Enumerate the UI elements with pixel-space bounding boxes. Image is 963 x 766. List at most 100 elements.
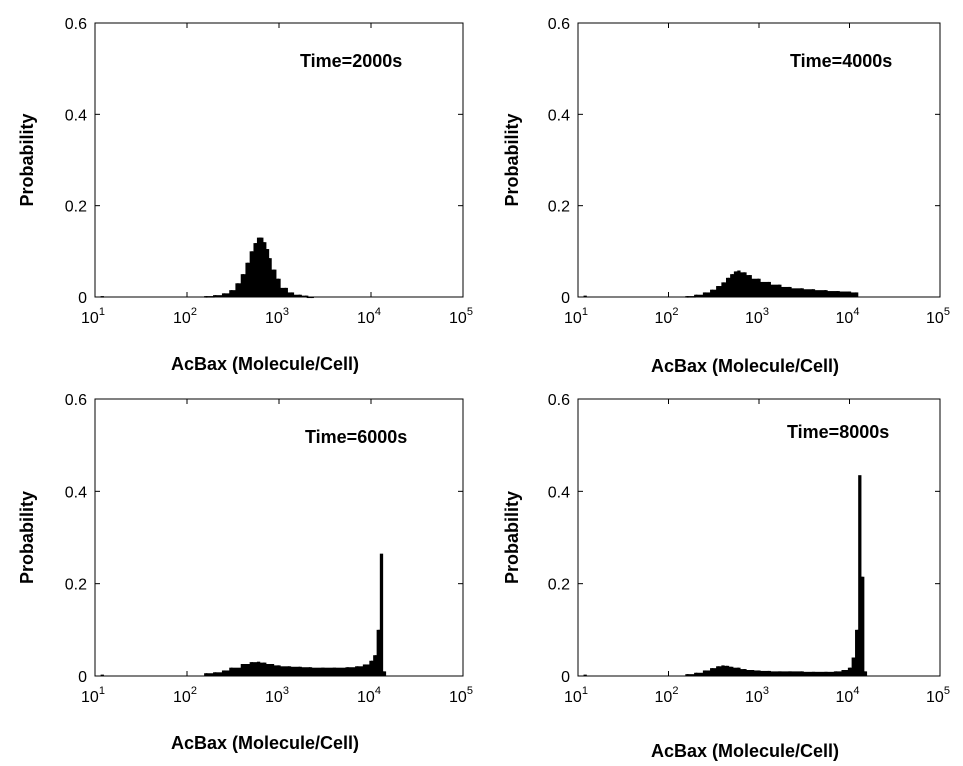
histogram-fill bbox=[759, 281, 770, 297]
x-tick-label: 103 bbox=[745, 685, 769, 706]
histogram-bar bbox=[305, 295, 309, 298]
y-tick-label: 0 bbox=[561, 290, 570, 307]
histogram-fill bbox=[727, 277, 732, 297]
histogram-fill bbox=[826, 291, 839, 297]
histogram-fill bbox=[371, 660, 375, 676]
histogram-fill bbox=[378, 629, 382, 676]
x-tick-label: 102 bbox=[655, 685, 679, 706]
histogram-fill bbox=[310, 667, 323, 676]
histogram-fill bbox=[862, 671, 866, 676]
histogram-fill bbox=[813, 671, 827, 676]
histogram-bar bbox=[858, 475, 862, 676]
histogram-fill bbox=[838, 291, 850, 297]
y-tick-label: 0 bbox=[78, 669, 87, 686]
x-tick-label: 103 bbox=[265, 685, 289, 706]
x-tick-label: 104 bbox=[357, 685, 381, 706]
histogram-fill bbox=[843, 670, 850, 676]
chart-panel-2: 0 0.2 0.4 0.6 101 102 103 104 105 Time=4000s AcBax… bbox=[502, 16, 950, 376]
histogram-fill bbox=[752, 670, 759, 676]
histogram-fill bbox=[856, 629, 860, 676]
histogram-fill bbox=[300, 667, 311, 676]
y-axis-label: Probability bbox=[17, 113, 37, 206]
histogram-bar bbox=[290, 292, 295, 297]
histogram-fill bbox=[381, 671, 385, 676]
x-tick-label: 105 bbox=[926, 685, 950, 706]
y-axis-label: Probability bbox=[17, 491, 37, 584]
x-tick-label: 101 bbox=[564, 685, 588, 706]
time-annotation: Time=6000s bbox=[305, 427, 407, 447]
histogram-fill bbox=[849, 667, 854, 676]
histogram-fill bbox=[289, 666, 301, 676]
histogram-bar bbox=[204, 673, 208, 676]
histogram-fill bbox=[264, 249, 268, 297]
histogram-fill bbox=[849, 292, 857, 297]
histogram-bar bbox=[321, 667, 325, 676]
histogram-fill bbox=[322, 667, 335, 676]
y-axis-label: Probability bbox=[502, 113, 522, 206]
histogram-fill bbox=[270, 269, 275, 297]
x-axis-label: AcBax (Molecule/Cell) bbox=[651, 741, 839, 761]
histogram-fill bbox=[789, 288, 803, 297]
histogram-bar bbox=[100, 674, 104, 677]
x-tick-label: 102 bbox=[173, 685, 197, 706]
histogram-fill bbox=[279, 287, 287, 297]
x-axis-label: AcBax (Molecule/Cell) bbox=[651, 356, 839, 376]
histogram-fill bbox=[717, 666, 723, 676]
histogram-fill bbox=[750, 278, 759, 297]
histogram-fill bbox=[769, 284, 780, 297]
histogram-fill bbox=[242, 274, 248, 297]
histogram-bar bbox=[382, 671, 387, 676]
x-axis-label: AcBax (Molecule/Cell) bbox=[171, 733, 359, 753]
histogram-fill bbox=[223, 670, 231, 676]
histogram-fill bbox=[264, 664, 273, 676]
histogram-fill bbox=[722, 282, 728, 297]
histogram-fill bbox=[769, 671, 780, 676]
histogram-fill bbox=[731, 667, 739, 676]
x-tick-label: 105 bbox=[926, 306, 950, 327]
histogram-fill bbox=[274, 278, 279, 297]
histogram-bar bbox=[379, 553, 384, 676]
histogram-fill bbox=[286, 292, 293, 297]
histogram-fill bbox=[802, 289, 814, 297]
x-tick-label: 105 bbox=[449, 685, 473, 706]
time-annotation: Time=2000s bbox=[300, 51, 402, 71]
x-tick-label: 105 bbox=[449, 306, 473, 327]
histogram-fill bbox=[853, 657, 857, 676]
histogram-fill bbox=[727, 666, 732, 676]
y-tick-label: 0.6 bbox=[65, 392, 87, 409]
histogram-fill bbox=[356, 666, 365, 676]
histogram-fill bbox=[214, 672, 224, 676]
y-tick-label: 0 bbox=[561, 669, 570, 686]
histogram-bar bbox=[229, 667, 233, 676]
histogram-bar bbox=[583, 674, 587, 677]
y-tick-label: 0.2 bbox=[65, 199, 87, 216]
histogram-fill bbox=[258, 237, 262, 297]
x-tick-label: 102 bbox=[173, 306, 197, 327]
x-tick-label: 103 bbox=[745, 306, 769, 327]
histogram-fill bbox=[251, 251, 256, 297]
x-tick-label: 101 bbox=[81, 306, 105, 327]
histogram-fill bbox=[230, 667, 243, 676]
y-tick-label: 0.6 bbox=[65, 16, 87, 33]
histogram-fill bbox=[744, 275, 751, 297]
x-axis-label: AcBax (Molecule/Cell) bbox=[171, 354, 359, 374]
histogram-fill bbox=[859, 576, 863, 676]
histogram-fill bbox=[686, 674, 696, 676]
histogram-fill bbox=[267, 258, 271, 297]
histogram-fill bbox=[364, 664, 371, 676]
y-tick-label: 0.4 bbox=[548, 107, 570, 124]
histogram-fill bbox=[704, 292, 712, 297]
histogram-fill bbox=[813, 290, 827, 297]
y-tick-label: 0.6 bbox=[548, 16, 570, 33]
time-annotation: Time=8000s bbox=[787, 422, 889, 442]
histogram-fill bbox=[826, 671, 836, 676]
y-tick-label: 0.4 bbox=[65, 484, 87, 501]
histogram-fill bbox=[237, 283, 243, 297]
y-axis-label: Probability bbox=[502, 491, 522, 584]
histogram-fill bbox=[779, 286, 790, 297]
y-tick-label: 0 bbox=[78, 290, 87, 307]
histogram-fill bbox=[230, 290, 238, 297]
histogram-fill bbox=[255, 243, 259, 297]
x-tick-label: 103 bbox=[265, 306, 289, 327]
